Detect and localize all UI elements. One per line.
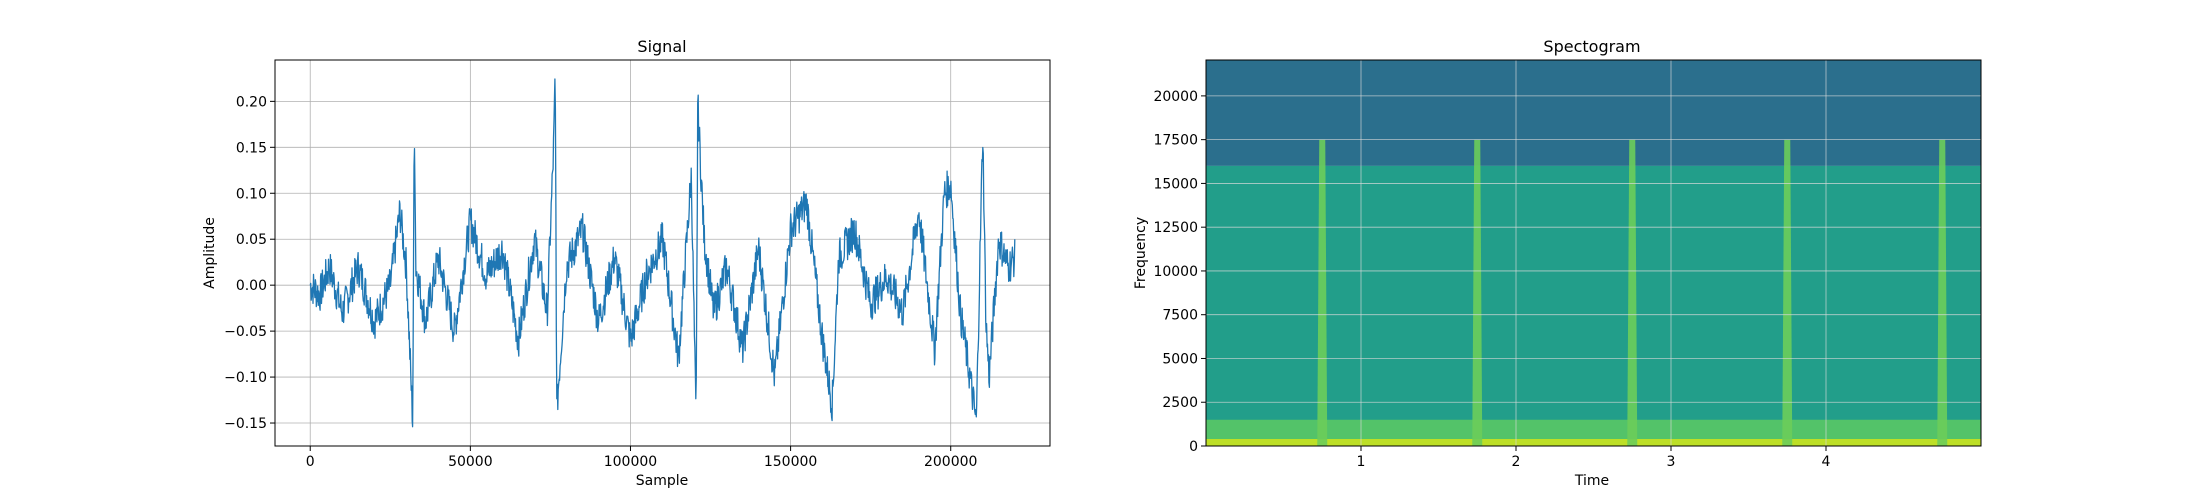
signal-x-tick-label: 0 [306, 454, 315, 470]
spectrogram-plot-frame [1205, 59, 1982, 447]
spectrogram-y-tick-label: 15000 [1153, 176, 1198, 192]
spectrogram-y-tick-label: 7500 [1162, 308, 1198, 324]
spectrogram-y-tick-label: 0 [1189, 439, 1198, 455]
signal-y-tick-label: 0.20 [236, 94, 267, 110]
spectrogram-mid-band [1206, 165, 1981, 446]
spectrogram-transient-streak [1627, 139, 1638, 446]
signal-plot-frame [274, 59, 1051, 447]
spectrogram-y-tick-label: 12500 [1153, 220, 1198, 236]
signal-x-ticks: 0 50000 100000 150000 200000 [306, 446, 977, 470]
signal-y-tick-label: −0.10 [224, 370, 267, 386]
signal-waveform-line [309, 78, 1016, 428]
spectrogram-x-axis-label: Time [1574, 473, 1609, 489]
spectrogram-title: Spectogram [1543, 37, 1640, 56]
signal-y-tick-label: 0.10 [236, 186, 267, 202]
spectrogram-transient-streak [1317, 139, 1328, 446]
signal-x-tick-label: 150000 [764, 454, 817, 470]
spectrogram-x-tick-label: 4 [1822, 454, 1831, 470]
spectrogram-y-tick-label: 20000 [1153, 89, 1198, 105]
spectrogram-y-ticks: 0 2500 5000 7500 10000 12500 15000 17500 20000 [1153, 89, 1206, 455]
signal-y-tick-label: 0.05 [236, 232, 267, 248]
spectrogram-x-tick-label: 2 [1512, 454, 1521, 470]
signal-x-axis-label: Sample [636, 473, 689, 489]
spectrogram-image [1206, 60, 1981, 446]
spectrogram-x-ticks: 1 2 3 4 [1357, 446, 1831, 470]
signal-x-tick-label: 100000 [604, 454, 657, 470]
spectrogram-x-tick-label: 1 [1357, 454, 1366, 470]
signal-y-tick-label: −0.05 [224, 324, 267, 340]
spectrogram-x-tick-label: 3 [1667, 454, 1676, 470]
signal-y-tick-label: 0.00 [236, 278, 267, 294]
signal-chart: Signal 0 50000 100000 150000 200000 −0.15−0.… [202, 37, 1051, 489]
spectrogram-y-tick-label: 5000 [1162, 351, 1198, 367]
spectrogram-transient-streak [1937, 139, 1948, 446]
signal-line-group [309, 78, 1016, 428]
spectrogram-transient-streak [1472, 139, 1483, 446]
signal-y-tick-label: 0.15 [236, 140, 267, 156]
signal-y-axis-label: Amplitude [202, 217, 218, 289]
spectrogram-y-tick-label: 17500 [1153, 133, 1198, 149]
spectrogram-y-tick-label: 10000 [1153, 264, 1198, 280]
spectrogram-y-axis-label: Frequency [1133, 217, 1149, 289]
spectrogram-high-band [1206, 60, 1981, 166]
signal-y-ticks: −0.15 −0.10 −0.05 0.00 0.05 0.10 0.15 0.20 [224, 94, 275, 432]
spectrogram-transient-streak [1782, 139, 1793, 446]
spectrogram-chart: Spectogram 1 2 3 4 0 2500 5000 7500 10000 12500 1… [1133, 37, 1982, 489]
signal-y-tick-label: −0.15 [224, 416, 267, 432]
spectrogram-y-tick-label: 2500 [1162, 395, 1198, 411]
signal-title: Signal [637, 37, 686, 56]
signal-x-tick-label: 200000 [924, 454, 977, 470]
signal-x-tick-label: 50000 [448, 454, 493, 470]
spectrogram-floor-band [1206, 438, 1981, 446]
